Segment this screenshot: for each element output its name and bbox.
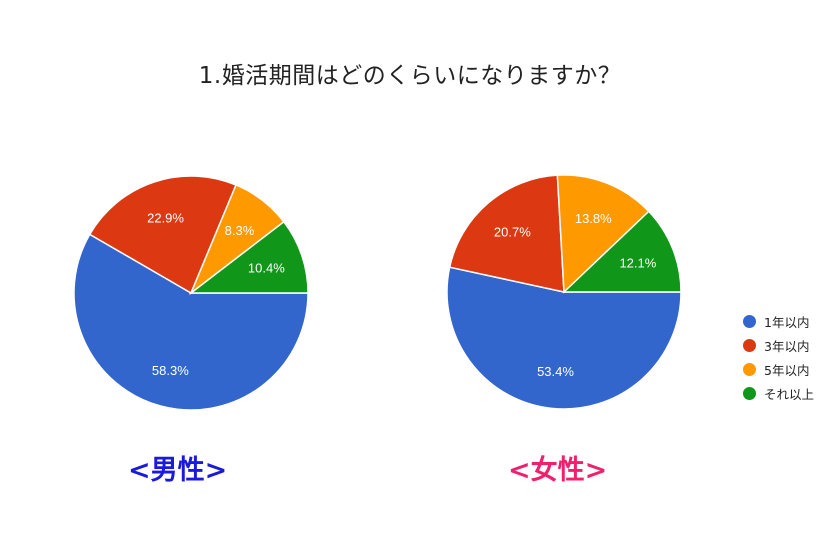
legend: 1年以内 3年以内 5年以内 それ以上 bbox=[743, 309, 814, 405]
slice-percent-label: 13.8% bbox=[575, 211, 612, 226]
legend-dot-icon bbox=[743, 338, 756, 352]
pie-slice[interactable] bbox=[556, 174, 650, 294]
legend-label: 1年以内 bbox=[764, 314, 810, 330]
legend-dot-icon bbox=[743, 386, 756, 400]
legend-dot-icon bbox=[743, 362, 756, 376]
chart-title: 1.婚活期間はどのくらいになりますか？ bbox=[198, 63, 622, 89]
female-label: <女性> bbox=[508, 455, 608, 486]
slice-percent-label: 22.9% bbox=[147, 211, 184, 226]
pie-slice[interactable] bbox=[88, 175, 237, 295]
slice-percent-label: 12.1% bbox=[619, 255, 656, 270]
slice-percent-label: 58.3% bbox=[152, 363, 189, 378]
male-label: <男性> bbox=[128, 455, 228, 486]
pie-slice[interactable] bbox=[562, 210, 682, 293]
slice-percent-label: 8.3% bbox=[225, 223, 255, 238]
slice-percent-label: 20.7% bbox=[494, 225, 531, 240]
pie-slice[interactable] bbox=[446, 266, 682, 410]
slice-percent-label: 10.4% bbox=[248, 260, 285, 275]
legend-label: 3年以内 bbox=[764, 338, 810, 354]
pie-slice[interactable] bbox=[448, 174, 565, 293]
legend-label: 5年以内 bbox=[764, 362, 810, 378]
pie-slice[interactable] bbox=[188, 220, 309, 294]
legend-item-3years[interactable]: 3年以内 bbox=[743, 333, 814, 357]
legend-dot-icon bbox=[743, 314, 756, 328]
pie-chart-female: 53.4% 20.7% 13.8% 12.1% bbox=[446, 174, 682, 410]
legend-item-more[interactable]: それ以上 bbox=[743, 381, 814, 405]
legend-item-1year[interactable]: 1年以内 bbox=[743, 309, 814, 333]
slice-percent-label: 53.4% bbox=[537, 364, 574, 379]
legend-item-5years[interactable]: 5年以内 bbox=[743, 357, 814, 381]
legend-label: それ以上 bbox=[764, 386, 815, 402]
pie-slice[interactable] bbox=[73, 233, 309, 411]
pie-chart-male: 58.3% 22.9% 8.3% 10.4% bbox=[73, 175, 309, 411]
